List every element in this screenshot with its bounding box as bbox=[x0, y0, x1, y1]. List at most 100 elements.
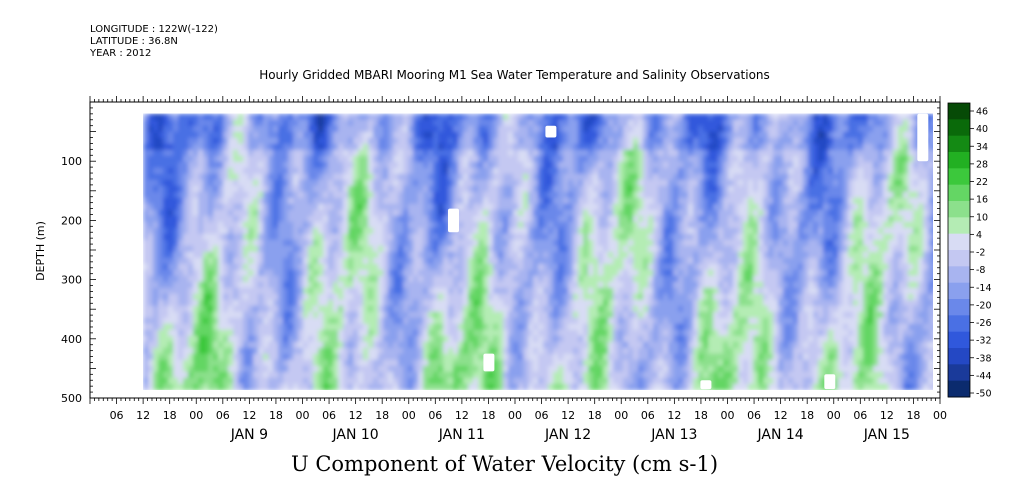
heatmap-cell bbox=[363, 173, 369, 181]
heatmap-cell bbox=[458, 347, 464, 355]
heatmap-cell bbox=[423, 167, 429, 175]
heatmap-cell bbox=[403, 239, 409, 247]
heatmap-cell bbox=[473, 161, 479, 169]
heatmap-cell bbox=[438, 275, 444, 283]
heatmap-cell bbox=[383, 125, 389, 133]
heatmap-cell bbox=[488, 317, 494, 325]
heatmap-cell bbox=[593, 299, 599, 307]
heatmap-cell bbox=[293, 317, 299, 325]
heatmap-cell bbox=[208, 269, 214, 277]
heatmap-cell bbox=[493, 185, 499, 193]
heatmap-cell bbox=[388, 263, 394, 271]
heatmap-cell bbox=[318, 245, 324, 253]
heatmap-cell bbox=[633, 377, 639, 385]
heatmap-cell bbox=[318, 287, 324, 295]
heatmap-cell bbox=[673, 137, 679, 145]
heatmap-cell bbox=[168, 143, 174, 151]
heatmap-cell bbox=[298, 299, 304, 307]
heatmap-cell bbox=[608, 197, 614, 205]
heatmap-cell bbox=[423, 155, 429, 163]
heatmap-cell bbox=[193, 173, 199, 181]
heatmap-cell bbox=[383, 293, 389, 301]
heatmap-cell bbox=[468, 359, 474, 367]
heatmap-cell bbox=[348, 119, 354, 127]
heatmap-cell bbox=[573, 257, 579, 265]
heatmap-cell bbox=[353, 353, 359, 361]
heatmap-cell bbox=[358, 245, 364, 253]
heatmap-cell bbox=[643, 209, 649, 217]
heatmap-cell bbox=[508, 119, 514, 127]
heatmap-cell bbox=[198, 281, 204, 289]
heatmap-cell bbox=[358, 137, 364, 145]
heatmap-cell bbox=[363, 233, 369, 241]
heatmap-cell bbox=[338, 131, 344, 139]
heatmap-cell bbox=[323, 113, 329, 121]
heatmap-cell bbox=[428, 323, 434, 331]
heatmap-cell bbox=[413, 299, 419, 307]
heatmap-cell bbox=[413, 359, 419, 367]
heatmap-cell bbox=[478, 329, 484, 337]
heatmap-cell bbox=[233, 317, 239, 325]
heatmap-cell bbox=[678, 233, 684, 241]
heatmap-cell bbox=[518, 113, 524, 121]
heatmap-cell bbox=[533, 143, 539, 151]
heatmap-cell bbox=[598, 119, 604, 127]
heatmap-cell bbox=[543, 185, 549, 193]
heatmap-cell bbox=[343, 125, 349, 133]
heatmap-cell bbox=[533, 269, 539, 277]
heatmap-cell bbox=[308, 227, 314, 235]
heatmap-cell bbox=[488, 131, 494, 139]
heatmap-cell bbox=[363, 365, 369, 373]
heatmap-cell bbox=[368, 365, 374, 373]
heatmap-cell bbox=[528, 353, 534, 361]
heatmap-cell bbox=[293, 125, 299, 133]
heatmap-cell bbox=[668, 317, 674, 325]
heatmap-cell bbox=[363, 179, 369, 187]
heatmap-cell bbox=[533, 209, 539, 217]
heatmap-cell bbox=[253, 227, 259, 235]
heatmap-cell bbox=[563, 299, 569, 307]
heatmap-cell bbox=[253, 179, 259, 187]
heatmap-cell bbox=[478, 269, 484, 277]
heatmap-cell bbox=[473, 143, 479, 151]
heatmap-cell bbox=[353, 191, 359, 199]
heatmap-cell bbox=[333, 215, 339, 223]
heatmap-cell bbox=[408, 179, 414, 187]
heatmap-cell bbox=[578, 119, 584, 127]
heatmap-cell bbox=[423, 245, 429, 253]
heatmap-cell bbox=[173, 191, 179, 199]
heatmap-cell bbox=[143, 371, 149, 379]
heatmap-cell bbox=[363, 119, 369, 127]
heatmap-cell bbox=[503, 305, 509, 313]
heatmap-cell bbox=[203, 149, 209, 157]
heatmap-cell bbox=[263, 113, 269, 121]
heatmap-cell bbox=[513, 191, 519, 199]
heatmap-cell bbox=[528, 197, 534, 205]
heatmap-cell bbox=[538, 161, 544, 169]
heatmap-cell bbox=[283, 113, 289, 121]
heatmap-cell bbox=[148, 311, 154, 319]
heatmap-cell bbox=[363, 359, 369, 367]
heatmap-cell bbox=[233, 125, 239, 133]
heatmap-cell bbox=[653, 275, 659, 283]
heatmap-cell bbox=[523, 371, 529, 379]
heatmap-cell bbox=[293, 179, 299, 187]
heatmap-cell bbox=[148, 245, 154, 253]
heatmap-cell bbox=[453, 185, 459, 193]
heatmap-cell bbox=[348, 293, 354, 301]
heatmap-cell bbox=[283, 185, 289, 193]
heatmap-cell bbox=[508, 167, 514, 175]
heatmap-cell bbox=[423, 191, 429, 199]
heatmap-cell bbox=[268, 161, 274, 169]
heatmap-cell bbox=[553, 347, 559, 355]
heatmap-cell bbox=[418, 245, 424, 253]
heatmap-cell bbox=[423, 215, 429, 223]
heatmap-cell bbox=[463, 161, 469, 169]
heatmap-cell bbox=[208, 305, 214, 313]
heatmap-cell bbox=[413, 347, 419, 355]
heatmap-cell bbox=[383, 143, 389, 151]
heatmap-cell bbox=[553, 161, 559, 169]
heatmap-cell bbox=[343, 161, 349, 169]
heatmap-cell bbox=[303, 197, 309, 205]
heatmap-cell bbox=[478, 377, 484, 385]
